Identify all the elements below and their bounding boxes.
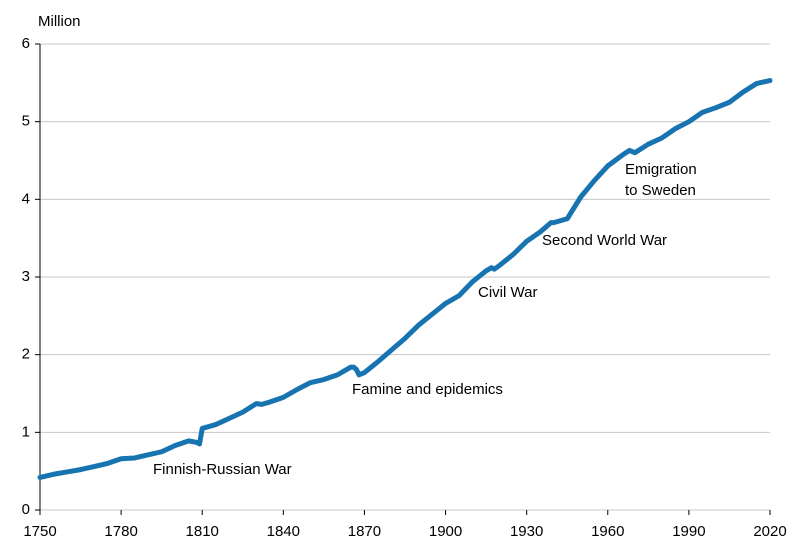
y-tick-label: 6 [22, 35, 30, 52]
y-tick-label: 0 [22, 501, 30, 518]
x-tick-label: 2020 [753, 523, 786, 540]
x-tick-label: 1960 [591, 523, 624, 540]
y-tick-label: 1 [22, 423, 30, 440]
x-tick-label: 1780 [104, 523, 137, 540]
y-tick-label: 3 [22, 268, 30, 285]
annotation: Emigration [625, 161, 697, 178]
x-tick-label: 1750 [23, 523, 56, 540]
x-tick-label: 1930 [510, 523, 543, 540]
y-tick-label: 2 [22, 346, 30, 363]
annotation: Famine and epidemics [352, 381, 503, 398]
x-tick-label: 1990 [672, 523, 705, 540]
annotation: Finnish-Russian War [153, 461, 292, 478]
annotation: Civil War [478, 284, 537, 301]
x-tick-label: 1840 [267, 523, 300, 540]
x-tick-label: 1900 [429, 523, 462, 540]
annotation: to Sweden [625, 182, 696, 199]
y-tick-label: 5 [22, 113, 30, 130]
y-tick-label: 4 [22, 190, 30, 207]
y-axis-label: Million [38, 13, 81, 30]
annotation: Second World War [542, 232, 667, 249]
x-tick-label: 1810 [186, 523, 219, 540]
data-line [37, 78, 773, 480]
x-tick-label: 1870 [348, 523, 381, 540]
